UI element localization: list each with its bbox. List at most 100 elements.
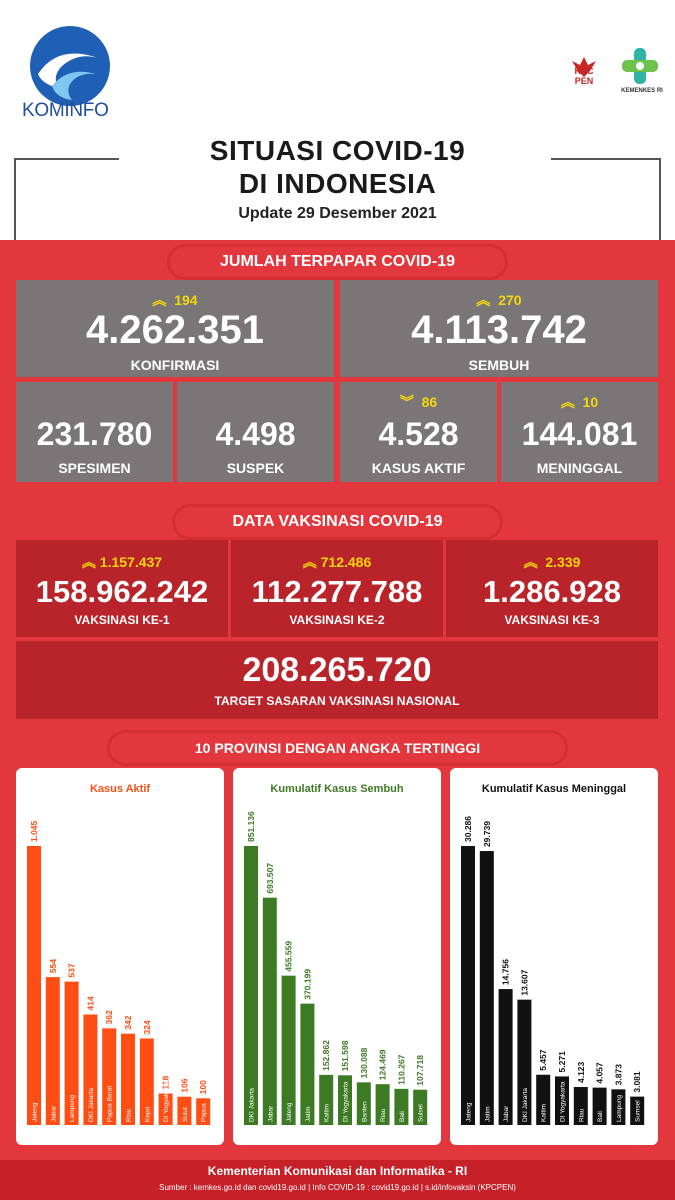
chart-category-label: Sumsel: [635, 1100, 642, 1122]
chart-bar: [356, 1082, 371, 1125]
stat-spesimen: 231.780 SPESIMEN: [16, 382, 173, 482]
kominfo-text: KOMINFO: [22, 100, 109, 121]
chart-bar: [413, 1089, 428, 1125]
chart-title: Kumulatif Kasus Meninggal: [482, 783, 626, 795]
chart-value-label: 110.267: [396, 1054, 406, 1085]
up-arrow-icon: ︽: [523, 554, 538, 570]
up-arrow-icon: ︽: [152, 292, 167, 308]
up-arrow-icon: ︽: [81, 554, 96, 570]
chart-bar: [573, 1087, 588, 1125]
chart-kasus-sembuh: Kumulatif Kasus Sembuh 851.136 DKI Jakarta…: [244, 783, 428, 1125]
up-arrow-icon: ︽: [302, 554, 317, 570]
meninggal-label: MENINGGAL: [536, 460, 623, 476]
chart-bar: [498, 989, 513, 1125]
chart-bar: [158, 1093, 173, 1125]
chart-value-label: 124.469: [378, 1049, 388, 1080]
stat-target-vaksinasi: 208.265.720 TARGET SASARAN VAKSINASI NAS…: [16, 641, 658, 719]
chart-value-label: 29.739: [482, 821, 492, 847]
chart-value-label: 4.123: [576, 1061, 586, 1083]
chart-category-label: Jatim: [305, 1106, 312, 1122]
chart-value-label: 1.045: [29, 820, 39, 842]
page-title-line1: SITUASI COVID-19: [209, 135, 466, 166]
chart-bar: [139, 1038, 154, 1125]
chart-bar: [27, 846, 41, 1125]
frame-line-right-vertical: [659, 158, 661, 243]
target-label: TARGET SASARAN VAKSINASI NASIONAL: [214, 694, 460, 708]
chart-value-label: 4.057: [595, 1062, 605, 1084]
chart-value-label: 30.286: [463, 816, 473, 842]
chart-category-label: Riau: [578, 1108, 585, 1122]
chart-bar: [83, 1014, 98, 1125]
meninggal-delta: 10: [582, 394, 599, 410]
chart-bar: [338, 1075, 352, 1125]
up-arrow-icon: ︽: [476, 292, 491, 308]
kemenkes-logo: [622, 48, 658, 84]
stat-vaksinasi-ke1: ︽ 1.157.437 158.962.242 VAKSINASI KE-1: [16, 540, 228, 637]
update-date: Update 29 Desember 2021: [238, 205, 437, 222]
chart-category-label: Lampung: [69, 1095, 76, 1122]
chart-value-label: 100: [198, 1080, 208, 1094]
chart-value-label: 14.756: [501, 959, 511, 985]
chart-bar: [630, 1096, 645, 1125]
target-value: 208.265.720: [242, 651, 432, 689]
chart-title: Kumulatif Kasus Sembuh: [270, 783, 404, 795]
kemenkes-text: KEMENKES RI: [621, 88, 663, 94]
chart-bar: [262, 897, 277, 1125]
chart-value-label: 118: [161, 1076, 171, 1090]
chart-category-label: Jabar: [503, 1105, 510, 1122]
chart-bar: [177, 1096, 192, 1125]
stat-konfirmasi: ︽ 194 4.262.351 KONFIRMASI: [16, 280, 334, 377]
chart-bar: [461, 846, 475, 1125]
chart-category-label: Jabar: [267, 1105, 274, 1122]
chart-bar: [479, 851, 494, 1125]
chart-category-label: DKI Jakarta: [88, 1088, 95, 1122]
ke2-label: VAKSINASI KE-2: [289, 613, 385, 627]
konfirmasi-label: KONFIRMASI: [130, 357, 220, 373]
chart-value-label: 130.088: [359, 1047, 369, 1078]
chart-category-label: Lampung: [616, 1095, 623, 1122]
chart-value-label: 414: [85, 996, 95, 1010]
up-arrow-icon: ︽: [560, 394, 575, 410]
chart-bar: [64, 981, 79, 1125]
chart-value-label: 107.718: [415, 1055, 425, 1086]
chart-bar: [45, 977, 60, 1125]
kasus-aktif-label: KASUS AKTIF: [371, 460, 466, 476]
chart-value-label: 342: [123, 1015, 133, 1029]
chart-category-label: Riau: [380, 1108, 387, 1122]
ke3-label: VAKSINASI KE-3: [504, 613, 600, 627]
frame-line-left: [14, 158, 119, 160]
ke1-delta: 1.157.437: [99, 554, 163, 570]
chart-card-kasus-aktif: Kasus Aktif 1.045 Jateng 554 Jabar 537 Lampung…: [16, 768, 224, 1145]
chart-category-label: Sulut: [182, 1107, 189, 1122]
chart-bar: [102, 1028, 117, 1125]
chart-category-label: Bali: [597, 1111, 604, 1122]
chart-kasus-aktif: Kasus Aktif 1.045 Jateng 554 Jabar 537 Lampung…: [27, 783, 211, 1125]
konfirmasi-value: 4.262.351: [86, 308, 264, 352]
footer-ministry: Kementerian Komunikasi dan Informatika -…: [207, 1164, 468, 1178]
footer-sources: Sumber : kemkes.go.id dan covid19.go.id …: [159, 1183, 516, 1192]
chart-category-label: DI Yogyakarta: [560, 1081, 567, 1122]
chart-category-label: Jateng: [466, 1102, 473, 1122]
chart-category-label: DKI Jakarta: [249, 1088, 256, 1122]
kasus-aktif-value: 4.528: [378, 416, 459, 452]
chart-value-label: 3.081: [632, 1071, 642, 1093]
ke3-delta: 2.339: [545, 554, 581, 570]
chart-category-label: Papua: [201, 1103, 208, 1122]
sembuh-delta: 270: [498, 292, 522, 308]
stat-vaksinasi-ke2: ︽ 712.486 112.277.788 VAKSINASI KE-2: [231, 540, 443, 637]
chart-value-label: 152.862: [321, 1040, 331, 1071]
stat-suspek: 4.498 SUSPEK: [177, 382, 334, 482]
chart-category-label: Kaltim: [541, 1104, 548, 1122]
chart-value-label: 537: [67, 963, 77, 977]
frame-line-left-vertical: [14, 158, 16, 243]
chart-value-label: 324: [142, 1020, 152, 1034]
footer: [0, 1160, 675, 1200]
ke3-value: 1.286.928: [483, 574, 621, 609]
section-title-provinsi: 10 PROVINSI DENGAN ANGKA TERTINGGI: [110, 733, 565, 763]
chart-kasus-meninggal: Kumulatif Kasus Meninggal 30.286 Jateng 29.…: [461, 783, 645, 1125]
stat-meninggal: ︽ 10 144.081 MENINGGAL: [501, 382, 658, 482]
chart-category-label: DKI Jakarta: [522, 1088, 529, 1122]
chart-title: Kasus Aktif: [90, 783, 150, 795]
chart-category-label: Bali: [399, 1111, 406, 1122]
chart-bar: [517, 999, 532, 1125]
